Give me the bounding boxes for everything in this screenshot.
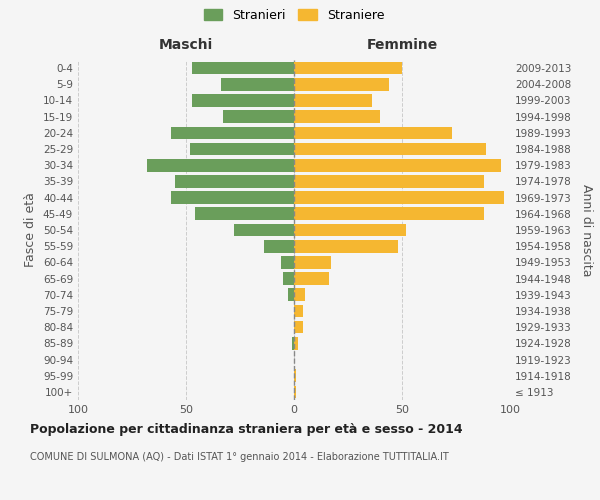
Y-axis label: Fasce di età: Fasce di età bbox=[25, 192, 37, 268]
Bar bbox=[287, 288, 294, 301]
Bar bbox=[193, 94, 294, 107]
Bar bbox=[294, 224, 406, 236]
Bar bbox=[283, 272, 294, 285]
Bar bbox=[294, 78, 389, 90]
Bar bbox=[294, 175, 484, 188]
Bar bbox=[171, 126, 294, 139]
Bar bbox=[281, 256, 294, 268]
Bar bbox=[233, 224, 294, 236]
Bar bbox=[171, 192, 294, 204]
Bar bbox=[294, 62, 402, 74]
Bar bbox=[294, 386, 296, 398]
Bar bbox=[294, 304, 302, 318]
Bar bbox=[294, 321, 302, 334]
Bar bbox=[294, 159, 502, 172]
Text: Popolazione per cittadinanza straniera per età e sesso - 2014: Popolazione per cittadinanza straniera p… bbox=[30, 422, 463, 436]
Bar bbox=[294, 256, 331, 268]
Text: Maschi: Maschi bbox=[159, 38, 213, 52]
Bar bbox=[294, 126, 452, 139]
Bar bbox=[294, 192, 503, 204]
Bar bbox=[294, 208, 484, 220]
Bar bbox=[294, 370, 296, 382]
Bar bbox=[223, 110, 294, 123]
Bar bbox=[294, 110, 380, 123]
Legend: Stranieri, Straniere: Stranieri, Straniere bbox=[201, 6, 387, 24]
Bar bbox=[294, 288, 305, 301]
Bar bbox=[294, 240, 398, 252]
Bar bbox=[294, 142, 486, 156]
Bar bbox=[294, 272, 329, 285]
Y-axis label: Anni di nascita: Anni di nascita bbox=[580, 184, 593, 276]
Bar bbox=[193, 62, 294, 74]
Bar bbox=[175, 175, 294, 188]
Bar bbox=[292, 337, 294, 349]
Bar bbox=[194, 208, 294, 220]
Bar bbox=[294, 94, 372, 107]
Text: Femmine: Femmine bbox=[367, 38, 437, 52]
Bar bbox=[190, 142, 294, 156]
Bar bbox=[221, 78, 294, 90]
Bar bbox=[147, 159, 294, 172]
Bar bbox=[264, 240, 294, 252]
Text: COMUNE DI SULMONA (AQ) - Dati ISTAT 1° gennaio 2014 - Elaborazione TUTTITALIA.IT: COMUNE DI SULMONA (AQ) - Dati ISTAT 1° g… bbox=[30, 452, 449, 462]
Bar bbox=[294, 337, 298, 349]
